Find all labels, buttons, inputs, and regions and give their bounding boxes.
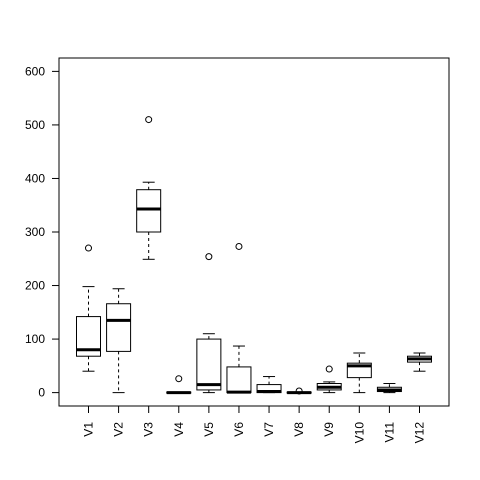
box-body <box>136 189 162 233</box>
x-axis: V1 V2 V3 V4 V5 V6 V7 V8 V9 V10 V11 V12 <box>82 405 427 444</box>
y-tick-label: 100 <box>25 332 45 346</box>
box-v6 <box>226 242 252 394</box>
outlier-point <box>175 375 183 383</box>
x-tick-label: V1 <box>82 422 96 437</box>
box-v9 <box>316 365 342 394</box>
x-tick-label: V5 <box>202 422 216 437</box>
outlier-point <box>205 253 213 261</box>
y-tick-label: 300 <box>25 225 45 239</box>
x-tick-label: V2 <box>112 422 126 437</box>
y-tick-label: 600 <box>25 64 45 78</box>
x-tick-label: V3 <box>142 422 156 437</box>
outlier-point <box>325 365 333 373</box>
box-v4 <box>166 375 192 395</box>
box-v8 <box>286 387 312 395</box>
x-tick-label: V8 <box>292 422 306 437</box>
box-v1 <box>76 244 101 372</box>
box-v12 <box>407 352 432 372</box>
x-tick-label: V9 <box>322 422 336 437</box>
outlier-point <box>85 244 92 252</box>
x-tick-label: V4 <box>172 422 186 437</box>
box-v11 <box>376 383 402 394</box>
x-tick-label: V10 <box>352 422 366 444</box>
box-v5 <box>196 253 222 394</box>
box-body <box>226 366 252 394</box>
outlier-point <box>295 387 303 395</box>
x-tick-label: V11 <box>382 422 396 443</box>
outlier-point <box>235 242 243 250</box>
box-v2 <box>106 288 132 394</box>
y-tick-label: 400 <box>25 171 45 185</box>
box-body <box>106 303 132 352</box>
y-tick-label: 500 <box>25 118 45 132</box>
y-tick-label: 200 <box>25 279 45 293</box>
outlier-point <box>145 116 153 124</box>
box-body <box>196 338 222 391</box>
y-tick-label: 0 <box>38 386 45 400</box>
box-v3 <box>136 116 162 260</box>
plot-frame <box>58 57 450 407</box>
x-tick-label: V7 <box>262 422 276 437</box>
box-v10 <box>346 352 372 394</box>
x-tick-label: V12 <box>413 422 427 444</box>
y-axis: 0 100 200 300 400 500 600 <box>25 64 60 400</box>
box-v7 <box>256 376 282 394</box>
boxes <box>76 116 432 395</box>
x-tick-label: V6 <box>232 422 246 437</box>
